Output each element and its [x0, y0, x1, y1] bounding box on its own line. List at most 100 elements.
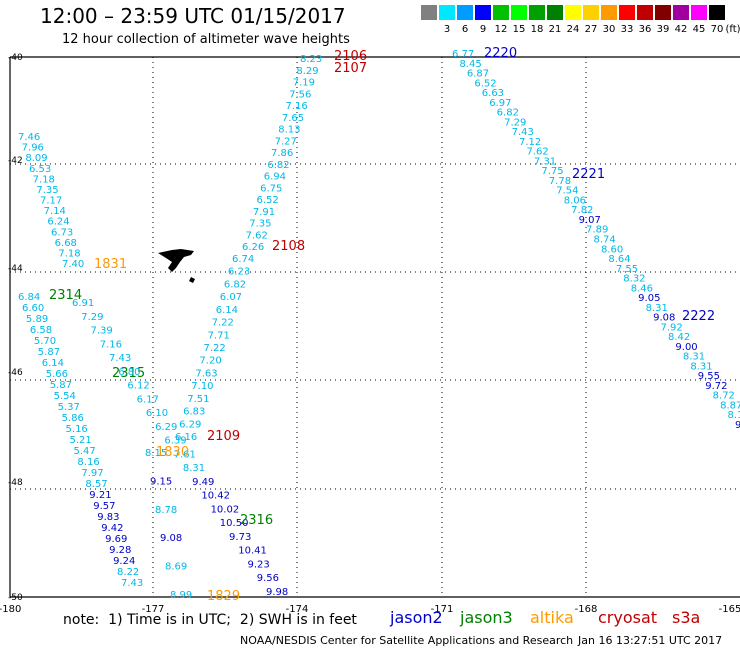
wave-height-value: 7.27 [275, 136, 297, 147]
wave-height-value: 7.35 [36, 185, 58, 196]
wave-height-value: 9.24 [113, 556, 135, 567]
island-chatham [158, 249, 194, 272]
wave-height-value: 5.86 [62, 413, 84, 424]
wave-height-value: 7.43 [109, 353, 131, 364]
wave-height-value: 9.73 [229, 532, 251, 543]
legend-swatch [691, 5, 707, 20]
wave-height-value: 5.47 [73, 446, 95, 457]
wave-height-value: 7.19 [293, 78, 315, 89]
legend-swatch [547, 5, 563, 20]
wave-height-value: 7.75 [541, 166, 563, 177]
wave-height-value: 8.16 [728, 410, 740, 421]
wave-height-value: 6.68 [55, 238, 77, 249]
wave-height-value: 6.29 [179, 419, 201, 430]
footer-note: note: 1) Time is in UTC; 2) SWH is in fe… [63, 612, 357, 628]
wave-height-value: 9.05 [638, 293, 660, 304]
wave-height-value: 7.86 [271, 148, 293, 159]
wave-height-value: 6.84 [18, 292, 40, 303]
wave-height-value: 8.31 [690, 361, 712, 372]
wave-height-value: 9.07 [579, 215, 601, 226]
legend-swatch [421, 5, 437, 20]
wave-height-value: 9.69 [105, 534, 127, 545]
wave-height-value: 8.09 [25, 153, 47, 164]
wave-height-value: 7.62 [526, 147, 548, 158]
wave-height-value: 5.66 [46, 369, 68, 380]
legend-swatch [457, 5, 473, 20]
wave-height-value: 7.96 [22, 143, 44, 154]
wave-height-value: 6.91 [72, 298, 94, 309]
wave-height-value: 7.89 [586, 225, 608, 236]
wave-height-value: 8.06 [564, 195, 586, 206]
generated-timestamp: Jan 16 13:27:51 UTC 2017 [578, 634, 723, 647]
wave-height-value: 7.51 [187, 394, 209, 405]
wave-height-value: 7.16 [100, 339, 122, 350]
lat-label: -50 [8, 593, 23, 603]
wave-height-value: 7.91 [253, 207, 275, 218]
wave-height-value: 5.54 [54, 391, 76, 402]
wave-height-value: 9.28 [109, 545, 131, 556]
wave-height-value: 6.87 [467, 69, 489, 80]
legend-label: 12 [494, 24, 508, 35]
legend-label: 3 [443, 24, 451, 35]
wave-height-value: 7.35 [249, 219, 271, 230]
wave-height-value: 6.82 [497, 108, 519, 119]
wave-height-value: 8.13 [278, 125, 300, 136]
wave-height-value: 7.10 [191, 381, 213, 392]
wave-height-value: 10.50 [220, 518, 249, 529]
legend-label: 9 [479, 24, 487, 35]
legend-label: 6 [461, 24, 469, 35]
wave-height-value: 8.69 [165, 562, 187, 573]
track-time-label: 2315 [112, 366, 145, 381]
track-time-label: 2316 [240, 513, 273, 528]
wave-height-value: 8.99 [170, 590, 192, 601]
wave-height-value: 7.46 [18, 132, 40, 143]
wave-height-value: 8.31 [183, 463, 205, 474]
legend-swatch [709, 5, 725, 20]
wave-height-value: 9.55 [698, 371, 720, 382]
wave-height-value: 8.22 [117, 567, 139, 578]
wave-height-value: 7.12 [519, 137, 541, 148]
wave-height-value: 6.07 [220, 292, 242, 303]
wave-height-value: 9.57 [93, 501, 115, 512]
wave-height-value: 9.98 [266, 587, 288, 598]
wave-height-value: 8.46 [631, 283, 653, 294]
wave-height-value: 5.70 [34, 336, 56, 347]
wave-height-value: 6.39 [164, 436, 186, 447]
wave-height-value: 5.21 [70, 435, 92, 446]
track-time-label: 1830 [156, 445, 189, 460]
lat-label: -44 [8, 264, 23, 274]
wave-height-value: 7.29 [81, 312, 103, 323]
wave-height-value: 8.31 [646, 303, 668, 314]
wave-height-value: 7.78 [549, 176, 571, 187]
legend-swatch [637, 5, 653, 20]
wave-height-value: 7.65 [282, 113, 304, 124]
legend-label: 21 [548, 24, 562, 35]
lon-label: -165 [719, 604, 740, 615]
track-time-label: 2106 [334, 49, 367, 64]
island-pitt [189, 277, 195, 283]
wave-height-value: 9.42 [101, 523, 123, 534]
wave-height-value: 6.82 [224, 279, 246, 290]
wave-height-value: 7.31 [534, 156, 556, 167]
wave-height-value: 7.97 [81, 468, 103, 479]
track-time-label: 2221 [572, 167, 605, 182]
lat-label: -40 [8, 53, 23, 63]
lat-label: -42 [8, 156, 23, 166]
legend-label: 15 [512, 24, 526, 35]
wave-height-value: 6.17 [137, 394, 159, 405]
wave-height-value: 7.39 [90, 326, 112, 337]
wave-height-value: 8.45 [459, 59, 481, 70]
wave-height-value: 7.18 [33, 174, 55, 185]
wave-height-value: 7.56 [289, 89, 311, 100]
wave-height-value: 7.14 [44, 206, 66, 217]
wave-height-value: 9.00 [675, 342, 697, 353]
track-time-label: 2107 [334, 61, 367, 76]
lon-label: -174 [286, 604, 309, 615]
wave-height-value: 6.12 [127, 381, 149, 392]
wave-height-value: 8.32 [623, 274, 645, 285]
legend-swatch [583, 5, 599, 20]
lon-label: -171 [431, 604, 454, 615]
wave-height-value: 7.55 [616, 264, 638, 275]
wave-height-value: 8.72 [713, 391, 735, 402]
wave-height-value: 7.43 [121, 578, 143, 589]
